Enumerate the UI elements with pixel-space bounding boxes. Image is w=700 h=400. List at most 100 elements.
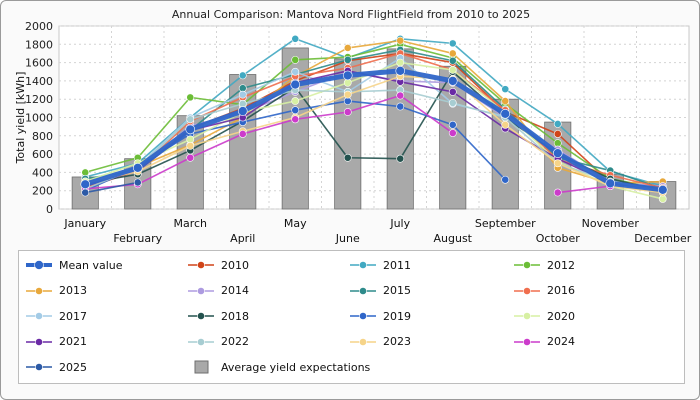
legend-marker (26, 312, 52, 320)
series-point (80, 179, 91, 190)
legend-marker (350, 337, 376, 346)
series-point (291, 67, 300, 76)
x-tick-label: May (284, 217, 307, 230)
legend-marker (514, 337, 540, 346)
series-point (448, 39, 457, 48)
series-point (448, 49, 457, 58)
x-tick-label: July (389, 217, 410, 230)
legend-marker (514, 286, 540, 295)
series-point (501, 85, 510, 94)
y-tick-label: 1200 (25, 93, 53, 106)
series-point (553, 188, 562, 197)
legend-label: 2020 (547, 309, 575, 323)
series-line (85, 94, 454, 190)
series-point (343, 108, 352, 116)
series-point (132, 163, 143, 173)
series-point (238, 99, 247, 108)
series-point (448, 56, 457, 65)
legend-item: 2018 (187, 307, 249, 325)
legend-marker (514, 312, 540, 320)
legend-marker (188, 337, 214, 346)
series-point (500, 109, 511, 119)
legend-marker (188, 312, 214, 320)
y-tick-label: 1800 (25, 38, 53, 51)
legend-label: 2021 (59, 335, 87, 348)
x-tick-label: November (582, 217, 640, 230)
series-point (185, 124, 196, 135)
series-point (396, 58, 405, 67)
y-tick-label: 1600 (25, 57, 53, 70)
legend-label: Mean value (59, 258, 123, 272)
legend-label: 2018 (221, 309, 249, 323)
legend-label: Average yield expectations (221, 360, 371, 374)
y-tick-label: 200 (32, 185, 53, 198)
legend-label: 2013 (59, 284, 87, 297)
series-line (84, 68, 664, 193)
x-tick-label: January (63, 217, 106, 230)
x-tick-label: December (634, 232, 692, 245)
legend-item: 2012 (513, 256, 575, 274)
series-point (448, 98, 457, 107)
legend-label: 2012 (547, 258, 575, 272)
legend-item: 2014 (187, 282, 249, 300)
series-point (501, 175, 510, 184)
y-tick-label: 400 (32, 166, 53, 179)
series-point (238, 130, 247, 138)
legend-marker (514, 261, 540, 269)
x-tick-label: June (335, 232, 360, 245)
legend-item: Average yield expectations (187, 358, 370, 376)
legend-marker (26, 363, 52, 371)
legend-item: 2024 (513, 333, 575, 351)
series-point (552, 148, 563, 158)
series-point (448, 87, 457, 96)
series-line (85, 181, 138, 194)
series-point (553, 159, 562, 168)
series-point (291, 55, 300, 64)
legend-label: 2022 (221, 335, 249, 348)
legend-label: 2010 (221, 258, 249, 272)
legend-marker (26, 286, 52, 295)
series-point (448, 120, 457, 129)
legend-marker (26, 337, 52, 346)
series-point (343, 153, 352, 162)
legend-marker (188, 261, 214, 269)
series-line (85, 39, 663, 185)
legend-marker (26, 260, 52, 270)
y-tick-label: 0 (46, 203, 53, 216)
legend-item: 2020 (513, 307, 575, 325)
series-line (557, 185, 611, 194)
series-point (395, 66, 406, 76)
series-point (501, 120, 510, 129)
y-tick-label: 1400 (25, 75, 53, 88)
series-point (657, 184, 668, 195)
legend-label: 2025 (59, 360, 87, 374)
series-point (291, 115, 300, 124)
y-axis-label: Total yield [kWh] (14, 72, 27, 165)
series-point (186, 141, 195, 150)
series-point (186, 93, 195, 102)
legend-label: 2019 (383, 309, 411, 323)
legend-item: 2023 (349, 333, 411, 351)
x-tick-label: August (434, 232, 473, 245)
x-tick-label: February (113, 232, 162, 245)
series-point (396, 154, 405, 163)
series-point (553, 130, 562, 138)
series-point (291, 106, 300, 115)
legend-label: 2016 (547, 284, 575, 297)
series-point (448, 66, 457, 74)
series-point (396, 36, 405, 45)
x-tick-label: October (536, 232, 580, 245)
legend-item: 2011 (349, 256, 411, 274)
series-line (85, 75, 663, 194)
series-point (396, 91, 405, 100)
series-point (553, 120, 562, 128)
legend-item: 2013 (25, 282, 87, 300)
legend-marker (194, 360, 209, 374)
series-point (291, 34, 300, 43)
legend-item: 2025 (25, 358, 87, 376)
series-point (447, 76, 458, 86)
chart-canvas: 0 200 400 600 800 1000 1200 1400 1600 1800 2000 Tot… (14, 20, 692, 245)
legend-item: 2015 (349, 282, 411, 300)
series-line (85, 43, 663, 190)
